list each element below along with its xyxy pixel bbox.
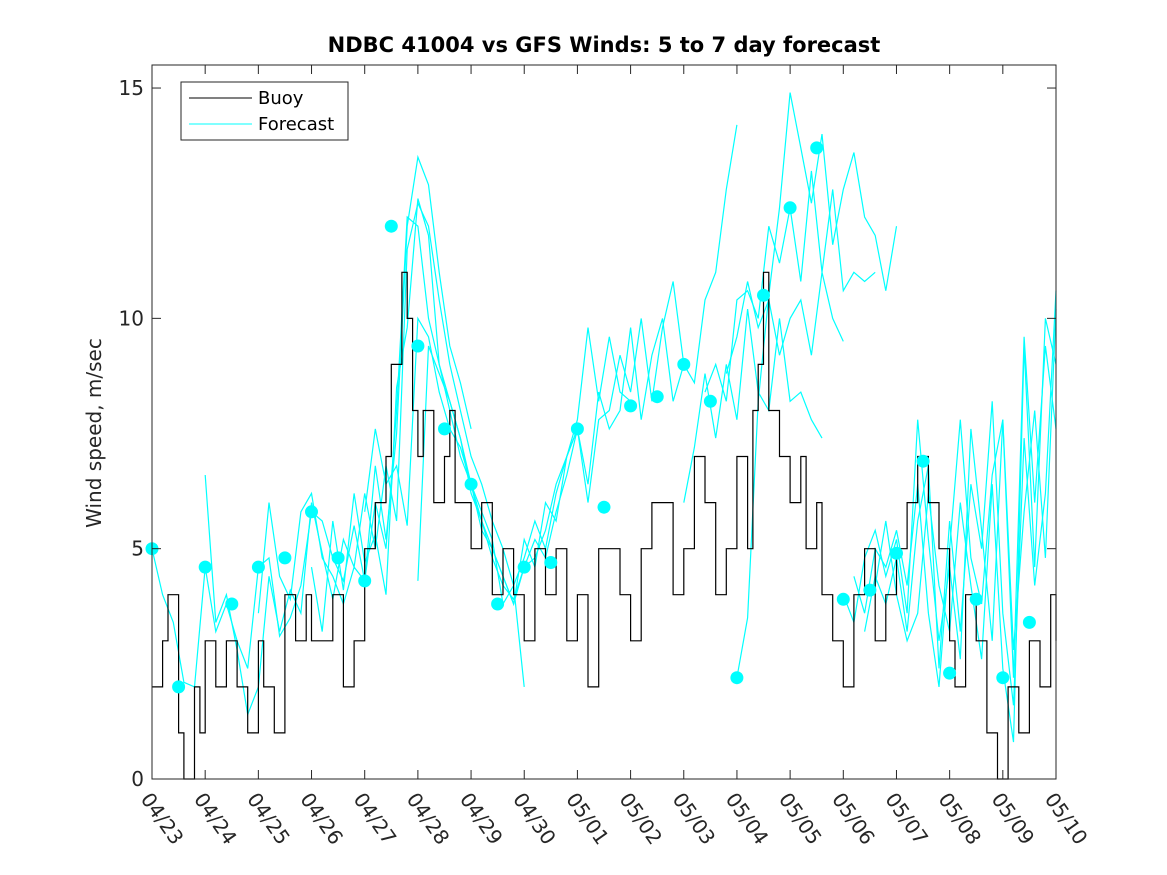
x-tick-label: 04/29 bbox=[455, 788, 508, 849]
x-tick-label: 04/23 bbox=[136, 788, 189, 849]
forecast-marker bbox=[225, 597, 239, 611]
forecast-line-8 bbox=[725, 272, 844, 374]
y-tick-label: 0 bbox=[131, 767, 144, 791]
y-tick-label: 15 bbox=[119, 76, 144, 100]
chart-title: NDBC 41004 vs GFS Winds: 5 to 7 day fore… bbox=[328, 33, 881, 57]
forecast-marker bbox=[358, 574, 372, 588]
forecast-marker bbox=[251, 560, 265, 574]
forecast-marker bbox=[677, 357, 691, 371]
plot-area bbox=[145, 92, 1057, 780]
x-tick-label: 04/24 bbox=[189, 788, 242, 849]
forecast-marker bbox=[411, 339, 425, 353]
y-axis-ticks: 0 5 10 15 bbox=[119, 76, 1056, 791]
forecast-marker bbox=[517, 560, 531, 574]
legend-box bbox=[180, 81, 349, 141]
x-tick-label: 04/28 bbox=[402, 788, 455, 849]
forecast-marker bbox=[198, 560, 212, 574]
forecast-marker bbox=[996, 671, 1010, 685]
forecast-marker bbox=[730, 671, 744, 685]
legend-label-buoy: Buoy bbox=[258, 88, 304, 109]
axes-frame bbox=[151, 64, 1057, 780]
forecast-series bbox=[151, 92, 1057, 743]
forecast-marker bbox=[384, 219, 398, 233]
x-tick-label: 05/09 bbox=[987, 788, 1040, 849]
forecast-marker bbox=[916, 454, 930, 468]
forecast-marker bbox=[1022, 615, 1036, 629]
forecast-marker bbox=[278, 551, 292, 565]
x-tick-label: 05/04 bbox=[721, 788, 774, 849]
forecast-marker bbox=[544, 556, 558, 569]
x-tick-label: 05/03 bbox=[668, 788, 721, 849]
forecast-marker bbox=[438, 422, 451, 436]
forecast-marker bbox=[491, 597, 505, 611]
forecast-marker bbox=[890, 546, 903, 560]
x-tick-label: 05/01 bbox=[561, 788, 614, 849]
forecast-marker bbox=[570, 422, 584, 436]
y-axis-label: Wind speed, m/sec bbox=[82, 338, 106, 528]
forecast-marker bbox=[464, 477, 478, 491]
forecast-marker bbox=[597, 500, 611, 514]
forecast-line-12 bbox=[864, 290, 1057, 706]
x-tick-label: 05/10 bbox=[1040, 788, 1093, 849]
forecast-line-4 bbox=[364, 316, 685, 607]
forecast-marker bbox=[943, 666, 957, 680]
forecast-marker bbox=[172, 680, 186, 694]
forecast-markers bbox=[145, 141, 1036, 694]
buoy-line bbox=[152, 271, 1057, 780]
forecast-line-13 bbox=[874, 318, 1057, 743]
forecast-marker bbox=[703, 394, 717, 408]
forecast-marker bbox=[783, 201, 797, 215]
buoy-series bbox=[152, 271, 1057, 780]
x-tick-label: 04/25 bbox=[242, 788, 295, 849]
forecast-marker bbox=[836, 592, 850, 606]
x-tick-label: 04/30 bbox=[508, 788, 561, 849]
legend: Buoy Forecast bbox=[180, 81, 349, 141]
y-tick-label: 10 bbox=[119, 306, 144, 330]
forecast-marker bbox=[624, 399, 638, 413]
forecast-marker bbox=[969, 592, 983, 606]
x-tick-label: 05/06 bbox=[827, 788, 880, 849]
forecast-marker bbox=[331, 551, 345, 565]
x-tick-label: 05/08 bbox=[934, 788, 987, 849]
x-tick-label: 05/02 bbox=[615, 788, 668, 849]
forecast-marker bbox=[650, 390, 664, 404]
forecast-line-9 bbox=[683, 309, 823, 503]
y-tick-label: 5 bbox=[131, 537, 144, 561]
forecast-marker bbox=[305, 505, 318, 519]
forecast-marker bbox=[757, 288, 770, 302]
x-tick-label: 04/27 bbox=[349, 788, 402, 849]
x-tick-label: 05/05 bbox=[774, 788, 827, 849]
forecast-marker bbox=[810, 141, 824, 155]
x-axis-ticks: 04/23 04/24 04/25 04/26 04/27 04/28 04/29 04/30… bbox=[136, 65, 1093, 849]
x-tick-label: 05/07 bbox=[880, 788, 933, 849]
forecast-line-3 bbox=[310, 198, 631, 632]
legend-label-forecast: Forecast bbox=[258, 114, 334, 135]
forecast-marker bbox=[863, 583, 877, 597]
x-tick-label: 04/26 bbox=[295, 788, 348, 849]
